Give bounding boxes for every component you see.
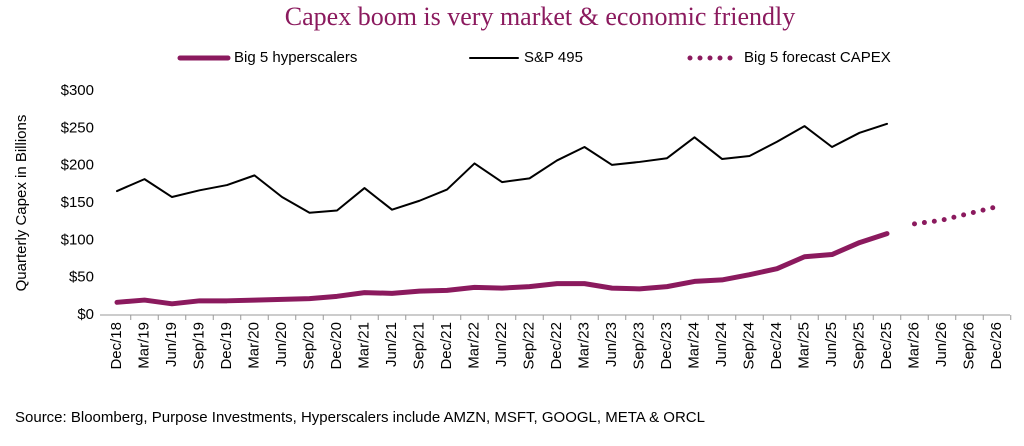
x-tick-label: Mar/20 [245,322,262,369]
x-tick-label: Mar/24 [685,322,702,369]
x-tick-label: Dec/18 [108,322,125,370]
y-tick-label: $200 [61,157,94,174]
x-tick-label: Jun/25 [823,322,840,367]
x-tick-label: Jun/26 [933,322,950,367]
y-tick-label: $0 [77,306,94,323]
x-tick-label: Sep/21 [410,322,427,370]
x-tick-label: Sep/22 [520,322,537,370]
x-tick-label: Sep/26 [960,322,977,370]
x-tick-label: Jun/24 [713,322,730,367]
x-tick-label: Jun/19 [163,322,180,367]
y-tick-label: $150 [61,194,94,211]
y-tick-label: $50 [69,269,94,286]
y-tick-label: $250 [61,119,94,136]
x-tick-label: Dec/19 [218,322,235,370]
series-line [912,204,1000,227]
x-tick-label: Mar/23 [575,322,592,369]
x-tick-label: Mar/25 [795,322,812,369]
series-line [114,231,890,307]
y-axis-label: Quarterly Capex in Billions [13,115,30,292]
legend-label: S&P 495 [524,49,583,66]
x-tick-label: Jun/22 [493,322,510,367]
x-tick-label: Sep/25 [850,322,867,370]
legend-label: Big 5 hyperscalers [234,49,357,66]
x-tick-label: Jun/21 [383,322,400,367]
legend-label: Big 5 forecast CAPEX [744,49,891,66]
x-tick-label: Dec/24 [768,322,785,370]
y-tick-label: $100 [61,231,94,248]
x-tick-label: Mar/26 [905,322,922,369]
x-tick-label: Dec/26 [988,322,1005,370]
chart-title: Capex boom is very market & economic fri… [285,2,795,31]
x-tick-label: Dec/22 [548,322,565,370]
y-tick-label: $300 [61,82,94,99]
source-note: Source: Bloomberg, Purpose Investments, … [15,409,705,426]
x-tick-label: Jun/23 [603,322,620,367]
x-tick-label: Sep/23 [630,322,647,370]
x-tick-label: Dec/23 [658,322,675,370]
x-tick-label: Mar/19 [135,322,152,369]
x-tick-label: Mar/22 [465,322,482,369]
x-tick-label: Jun/20 [273,322,290,367]
x-tick-label: Dec/25 [878,322,895,370]
x-tick-label: Sep/20 [300,322,317,370]
x-tick-label: Dec/21 [438,322,455,370]
series-line [116,122,888,214]
x-tick-label: Mar/21 [355,322,372,369]
x-tick-label: Sep/19 [190,322,207,370]
x-tick-label: Sep/24 [740,322,757,370]
x-tick-label: Dec/20 [328,322,345,370]
